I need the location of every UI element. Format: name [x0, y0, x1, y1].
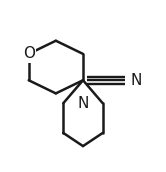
Text: N: N [131, 73, 142, 88]
Text: O: O [23, 46, 35, 61]
Text: N: N [77, 96, 89, 111]
